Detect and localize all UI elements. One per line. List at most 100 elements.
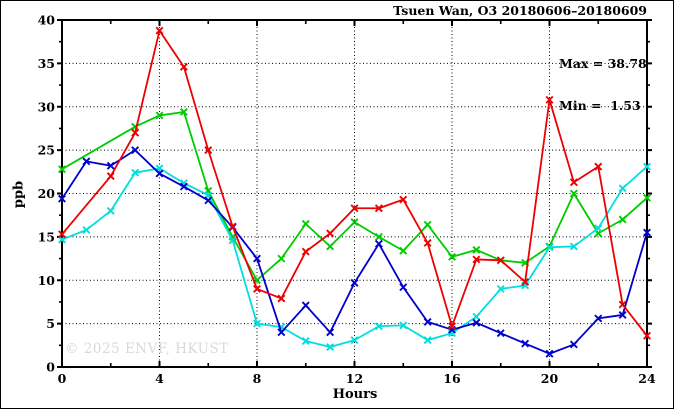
series-red-marker: [569, 178, 578, 187]
series-red-marker: [545, 95, 554, 104]
series-red-marker: [423, 238, 432, 247]
series-green-marker: [399, 246, 408, 255]
x-tick-label: 12: [346, 371, 363, 386]
series-blue-marker: [155, 169, 164, 178]
series-cyan-marker: [82, 225, 91, 234]
series-blue-marker: [179, 182, 188, 191]
series-red-marker: [350, 204, 359, 213]
x-tick-label: 4: [155, 371, 164, 386]
series-red-marker: [594, 162, 603, 171]
series-green-marker: [277, 254, 286, 263]
series-red-marker: [131, 128, 140, 137]
series-blue-marker: [82, 157, 91, 166]
chart-title: Tsuen Wan, O3 20180606–20180609: [393, 3, 647, 18]
series-red-marker: [253, 284, 261, 293]
max-annotation: Max = 38.78: [559, 56, 647, 71]
series-red-marker: [58, 230, 66, 239]
series-red-marker: [448, 322, 456, 331]
series-blue-marker: [496, 329, 505, 338]
series-cyan-marker: [350, 336, 359, 345]
series-blue-marker: [594, 314, 603, 323]
series-blue-marker: [643, 228, 651, 237]
y-tick-label: 15: [38, 229, 55, 244]
series-cyan-marker: [326, 343, 335, 352]
series-red-marker: [496, 256, 505, 265]
series-green-marker: [618, 215, 627, 224]
series-red-marker: [399, 195, 408, 204]
series-red-marker: [374, 204, 383, 213]
series-blue-marker: [545, 349, 554, 358]
series-red-marker: [618, 300, 627, 309]
y-tick-label: 5: [46, 316, 55, 331]
series-red-marker: [301, 247, 310, 256]
series-red-marker: [326, 229, 335, 238]
series-cyan-marker: [106, 206, 115, 215]
series-red-marker: [228, 222, 237, 231]
series-blue-marker: [423, 317, 432, 326]
plot-border: [61, 19, 648, 368]
y-axis-label: ppb: [11, 180, 27, 209]
series-green-marker: [301, 219, 310, 228]
y-tick-label: 40: [38, 13, 56, 28]
series-cyan-marker: [496, 284, 505, 293]
series-blue-marker: [277, 328, 286, 337]
series-cyan-marker: [643, 162, 651, 171]
series-blue-marker: [131, 146, 140, 155]
series-cyan-marker: [594, 224, 603, 233]
series-green-marker: [58, 165, 66, 174]
series-red-line: [61, 29, 648, 337]
series-green-marker: [643, 193, 651, 202]
series-cyan-marker: [569, 242, 578, 251]
stats-annotation: Max = 38.78 Min = 1.53: [559, 29, 647, 141]
y-tick-label: 25: [38, 143, 55, 158]
watermark: © 2025 ENVF, HKUST: [65, 341, 229, 357]
series-red-marker: [472, 255, 481, 264]
series-green-marker: [326, 242, 335, 251]
y-tick-label: 0: [46, 360, 55, 375]
series-green-marker: [350, 218, 359, 227]
series-red-marker: [106, 172, 115, 181]
series-blue-marker: [58, 194, 66, 203]
series-blue-marker: [521, 339, 530, 348]
series-green-marker: [569, 189, 578, 198]
series-cyan-marker: [399, 321, 408, 330]
series-green-marker: [155, 111, 164, 120]
x-tick-label: 24: [638, 371, 656, 386]
x-tick-label: 8: [253, 371, 262, 386]
series-cyan-marker: [374, 322, 383, 331]
series-blue-marker: [350, 278, 359, 287]
series-cyan-marker: [472, 312, 481, 321]
series-cyan-marker: [301, 337, 310, 345]
y-tick-label: 30: [38, 99, 56, 114]
series-cyan-marker: [253, 319, 261, 328]
series-blue-marker: [204, 196, 213, 205]
series-red-marker: [643, 331, 651, 340]
y-tick-label: 10: [38, 273, 56, 288]
series-cyan-marker: [545, 243, 554, 252]
series-green-marker: [179, 107, 188, 116]
x-tick-label: 20: [541, 371, 559, 386]
series-blue-marker: [253, 254, 261, 263]
series-cyan-marker: [228, 236, 237, 245]
x-tick-label: 16: [443, 371, 461, 386]
series-green-marker: [448, 252, 456, 261]
series-blue-marker: [326, 328, 335, 337]
series-red-marker: [521, 278, 530, 286]
series-cyan-marker: [131, 168, 140, 177]
series-red-marker: [155, 26, 164, 35]
series-blue-marker: [569, 340, 578, 349]
series-blue-marker: [472, 318, 481, 327]
series-red-marker: [179, 62, 188, 71]
series-blue-marker: [106, 161, 115, 170]
y-tick-label: 20: [38, 186, 56, 201]
y-tick-label: 35: [38, 56, 55, 71]
series-red-marker: [204, 146, 213, 155]
x-tick-label: 0: [58, 371, 67, 386]
series-cyan-marker: [618, 184, 627, 193]
series-blue-marker: [374, 239, 383, 248]
series-red-marker: [277, 294, 286, 303]
series-cyan-marker: [423, 336, 432, 345]
series-green-marker: [423, 220, 432, 229]
